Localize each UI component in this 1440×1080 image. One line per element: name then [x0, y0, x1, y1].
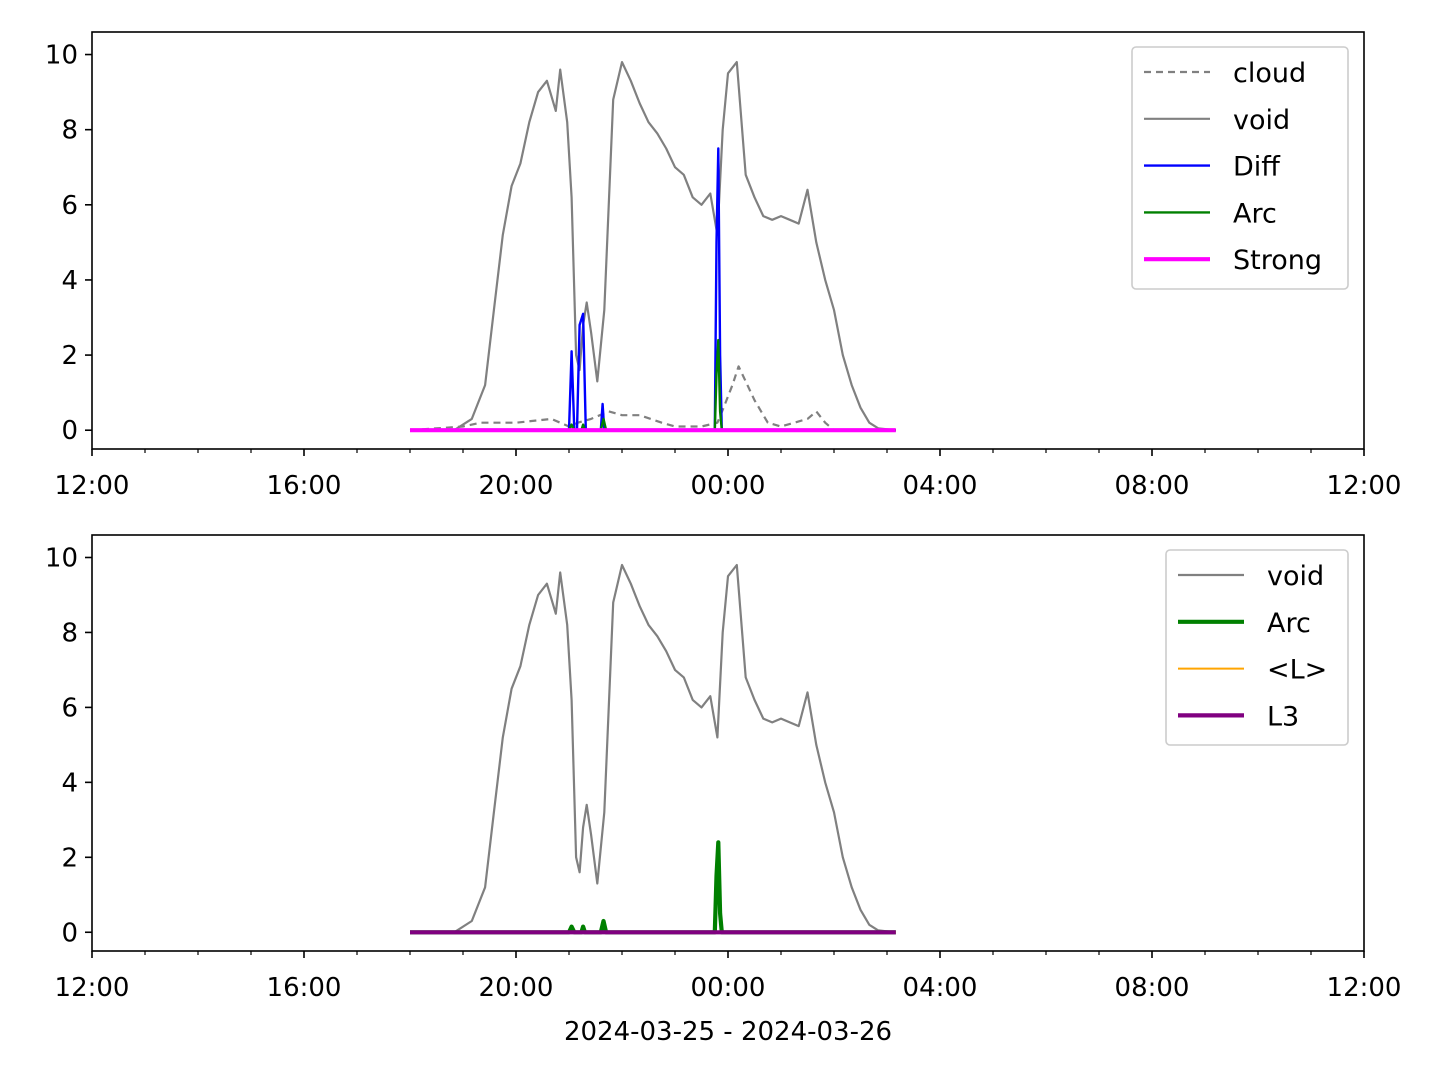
y-tick-label: 8: [61, 618, 78, 648]
chart-panel-1: 0 2 4 6 8 10 12:00 16:00 20:00 00:00 04:00 08:00 12:…: [45, 31, 1402, 501]
x-tick-label: 16:00: [267, 973, 342, 1003]
series-line-cloud: [409, 365, 896, 432]
y-tick-label: 6: [61, 191, 78, 221]
legend: void Arc <L> L3: [1165, 549, 1349, 746]
legend-label: void: [1233, 105, 1290, 136]
x-tick-label: 08:00: [1115, 471, 1190, 501]
x-tick-label: 12:00: [55, 973, 130, 1003]
chart-panel-2: 0 2 4 6 8 10 12:00 16:00 20:00 00:00 04:00 08:00 12:…: [45, 534, 1402, 1003]
y-tick-label: 10: [45, 41, 78, 71]
legend-box: [1131, 46, 1349, 290]
x-tick-label: 12:00: [1327, 471, 1402, 501]
x-tick-label: 12:00: [1327, 973, 1402, 1003]
y-tick-label: 4: [61, 266, 78, 296]
x-tick-label: 04:00: [903, 973, 978, 1003]
x-axis-title: 2024-03-25 - 2024-03-26: [564, 1017, 892, 1047]
y-tick-label: 4: [61, 768, 78, 798]
y-tick-label: 0: [61, 416, 78, 446]
x-tick-label: 00:00: [691, 471, 766, 501]
legend-label: Arc: [1233, 198, 1277, 229]
x-tick-label: 04:00: [903, 471, 978, 501]
legend-label: L3: [1267, 701, 1299, 732]
y-tick-label: 2: [61, 843, 78, 873]
x-tick-label: 20:00: [479, 471, 554, 501]
legend-label: cloud: [1233, 58, 1306, 89]
legend-label: void: [1267, 561, 1324, 592]
series-line-void: [410, 60, 896, 432]
y-tick-label: 6: [61, 693, 78, 723]
x-tick-label: 12:00: [55, 471, 130, 501]
x-tick-label: 20:00: [479, 973, 554, 1003]
series-line-arc: [410, 840, 896, 935]
series-line-arc: [410, 338, 896, 432]
y-tick-label: 0: [61, 918, 78, 948]
x-tick-label: 00:00: [691, 973, 766, 1003]
legend: cloud void Diff Arc Strong: [1131, 46, 1349, 290]
x-tick-label: 08:00: [1115, 973, 1190, 1003]
y-tick-label: 8: [61, 116, 78, 146]
y-tick-label: 2: [61, 341, 78, 371]
series-line-void: [410, 563, 896, 934]
legend-label: <L>: [1267, 655, 1327, 686]
legend-box: [1165, 549, 1349, 746]
legend-label: Arc: [1267, 608, 1311, 639]
x-tick-label: 16:00: [267, 471, 342, 501]
y-tick-label: 10: [45, 543, 78, 573]
legend-label: Strong: [1233, 245, 1322, 276]
legend-label: Diff: [1233, 152, 1281, 183]
